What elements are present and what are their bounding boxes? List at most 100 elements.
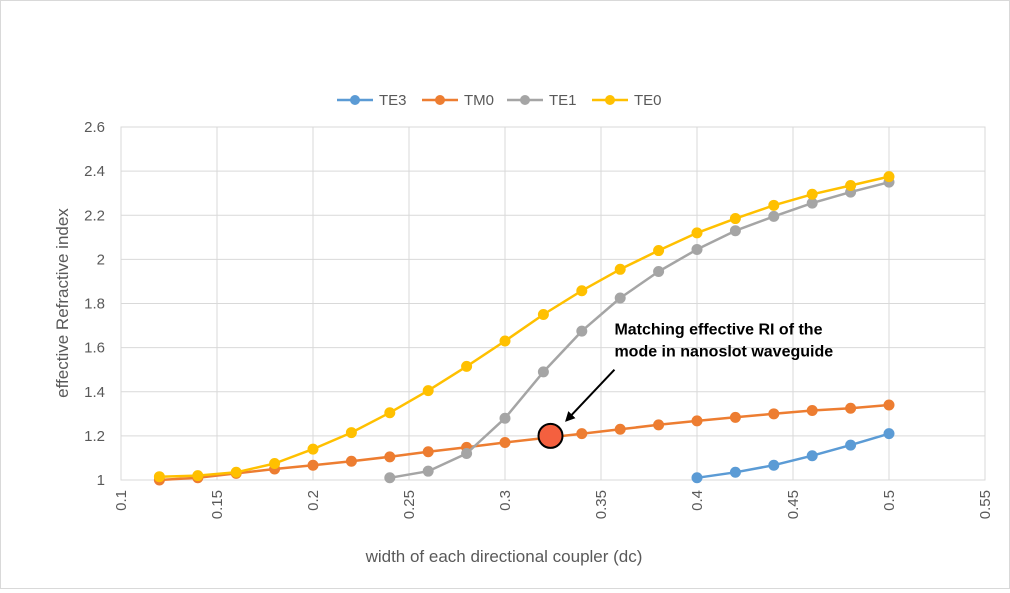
data-point	[384, 407, 396, 419]
data-point	[345, 455, 357, 467]
data-point	[345, 427, 357, 439]
legend-swatch-marker	[520, 95, 530, 105]
data-point	[729, 225, 741, 237]
x-tick-label: 0.45	[785, 490, 802, 519]
data-point	[768, 199, 780, 211]
y-tick-label: 2.4	[84, 163, 105, 180]
series-lines	[153, 171, 895, 486]
series-te0	[153, 171, 895, 483]
legend-label: TM0	[464, 92, 494, 109]
series-line	[696, 432, 890, 480]
data-point	[729, 466, 741, 478]
data-point	[422, 465, 434, 477]
y-tick-label: 1.2	[84, 428, 105, 445]
data-point	[576, 428, 588, 440]
data-point	[806, 405, 818, 417]
x-tick-label: 0.4	[689, 490, 706, 511]
plot-area-border	[120, 126, 986, 481]
data-point	[883, 428, 895, 440]
series-tm0	[153, 399, 895, 486]
data-point	[576, 285, 588, 297]
y-axis-label: effective Refractive index	[53, 208, 72, 398]
data-point	[883, 171, 895, 183]
data-point	[883, 399, 895, 411]
data-point	[691, 227, 703, 239]
data-point	[192, 470, 204, 482]
data-point	[729, 213, 741, 225]
series-te3	[691, 428, 895, 484]
y-tick-label: 2	[97, 251, 105, 268]
data-point	[768, 459, 780, 471]
data-point	[537, 309, 549, 321]
axes: 1 1.2 1.4 1.6 1.8 2 2.2 2.4 2.6 0.1 0.15 0.2 0.25 0.3…	[84, 119, 994, 519]
data-point	[499, 412, 511, 424]
data-point	[845, 439, 857, 451]
annotation-arrow	[565, 369, 616, 422]
annotation-text: Matching effective RI of the	[614, 321, 822, 338]
series-line	[159, 403, 890, 482]
legend-swatch-marker	[435, 95, 445, 105]
x-tick-label: 0.25	[401, 490, 418, 519]
data-point	[461, 360, 473, 372]
data-point	[153, 471, 165, 483]
y-tick-label: 1.8	[84, 296, 105, 313]
x-tick-label: 0.35	[593, 490, 610, 519]
data-point	[845, 402, 857, 414]
data-point	[384, 451, 396, 463]
y-tick-label: 1	[97, 472, 105, 489]
data-point	[653, 266, 665, 278]
highlight-marker	[537, 422, 564, 449]
data-point	[653, 419, 665, 431]
x-tick-label: 0.1	[113, 490, 130, 511]
x-tick-label: 0.55	[977, 490, 994, 519]
legend-item-tm0: TM0	[422, 92, 494, 109]
data-point	[614, 263, 626, 275]
y-tick-label: 2.6	[84, 119, 105, 136]
data-point	[499, 436, 511, 448]
data-point	[230, 466, 242, 478]
data-point	[461, 448, 473, 460]
data-point	[307, 459, 319, 471]
data-point	[845, 179, 857, 191]
data-point	[768, 210, 780, 222]
x-tick-label: 0.15	[209, 490, 226, 519]
legend-label: TE0	[634, 92, 662, 109]
y-tick-label: 2.2	[84, 207, 105, 224]
data-point	[806, 450, 818, 462]
legend-label: TE1	[549, 92, 577, 109]
data-point	[806, 188, 818, 200]
y-tick-label: 1.4	[84, 384, 105, 401]
legend-swatch-marker	[605, 95, 615, 105]
annotation-group: Matching effective RI of the mode in nano…	[537, 321, 833, 449]
legend: TE3 TM0 TE1 TE0	[337, 92, 662, 109]
data-point	[422, 446, 434, 458]
legend-label: TE3	[379, 92, 407, 109]
data-point	[729, 411, 741, 423]
data-point	[499, 335, 511, 347]
data-point	[691, 415, 703, 427]
data-point	[691, 472, 703, 484]
data-point	[422, 385, 434, 397]
data-point	[653, 245, 665, 257]
legend-swatch-marker	[350, 95, 360, 105]
data-point	[768, 408, 780, 420]
annotation-text: mode in nanoslot waveguide	[614, 343, 833, 360]
data-point	[537, 366, 549, 378]
data-point	[307, 443, 319, 455]
x-tick-label: 0.3	[497, 490, 514, 511]
data-point	[269, 457, 281, 469]
data-point	[614, 423, 626, 435]
x-tick-label: 0.2	[305, 490, 322, 511]
series-line	[389, 180, 890, 480]
legend-item-te0: TE0	[592, 92, 662, 109]
y-tick-label: 1.6	[84, 340, 105, 357]
data-point	[576, 325, 588, 337]
legend-item-te3: TE3	[337, 92, 407, 109]
series-line	[159, 175, 890, 478]
x-axis-label: width of each directional coupler (dc)	[365, 547, 643, 566]
legend-item-te1: TE1	[507, 92, 577, 109]
data-point	[384, 472, 396, 484]
data-point	[614, 292, 626, 304]
